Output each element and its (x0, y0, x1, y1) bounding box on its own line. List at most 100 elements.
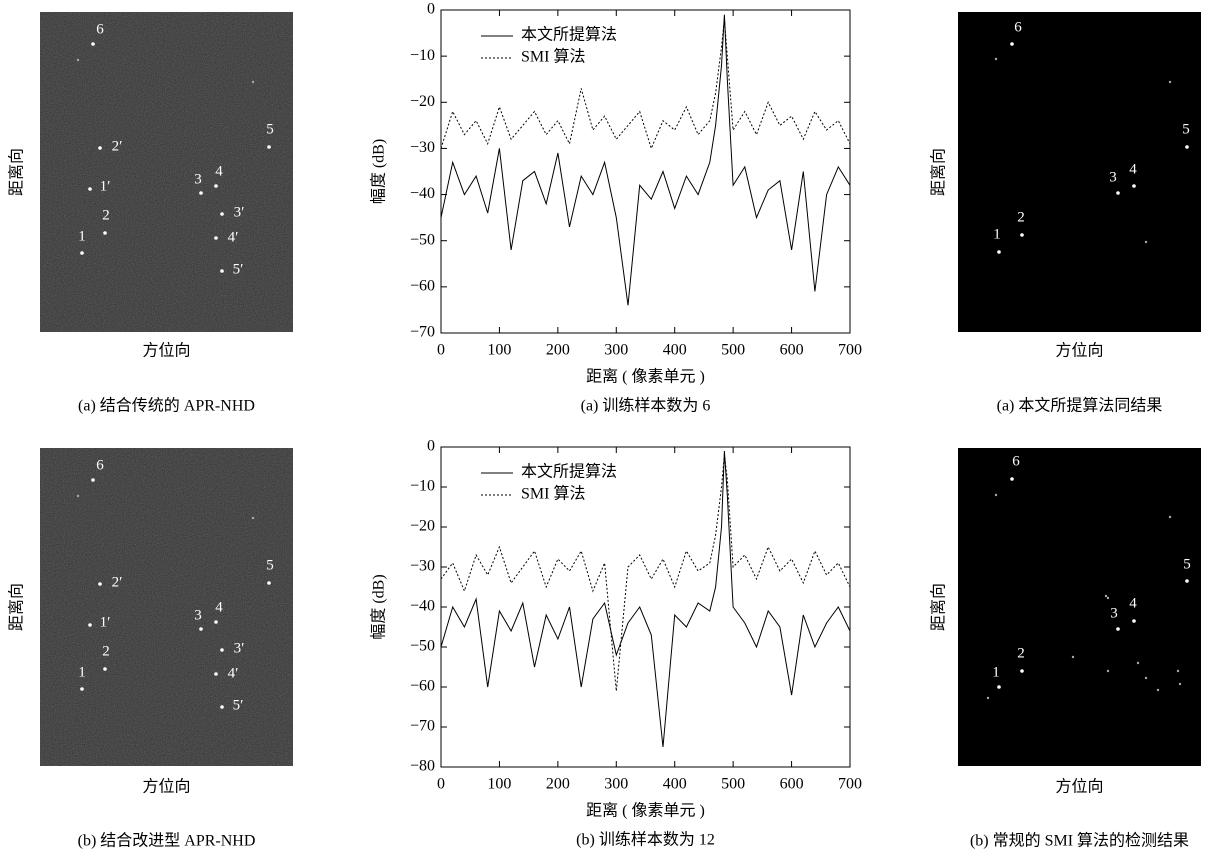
target-point (214, 184, 218, 188)
target-point (80, 687, 84, 691)
target-point (1020, 669, 1024, 673)
target-point (994, 493, 998, 497)
plot-frame (440, 9, 851, 334)
target-label: 2′ (112, 574, 123, 590)
target-point (76, 58, 80, 62)
target-label: 5 (266, 557, 274, 573)
x-axis-label: 距离 ( 像素单元 ) (586, 368, 705, 386)
x-tick-label: 600 (780, 776, 804, 793)
target-point (1136, 661, 1140, 665)
target-label: 2 (102, 643, 110, 659)
y-tick-label: −70 (410, 324, 435, 341)
target-point (1010, 477, 1014, 481)
target-label: 3′ (234, 640, 245, 656)
target-point (91, 478, 95, 482)
target-point (199, 191, 203, 195)
target-point (997, 685, 1001, 689)
y-tick-label: 0 (427, 1, 435, 18)
target-point (88, 623, 92, 627)
target-point (1168, 515, 1172, 519)
target-label: 4 (1129, 595, 1137, 611)
x-tick-label: 500 (721, 776, 745, 793)
target-label: 4 (215, 163, 223, 179)
y-tick-label: −40 (410, 598, 435, 615)
target-point (1185, 579, 1189, 583)
target-label: 2 (1017, 209, 1025, 225)
target-label: 5 (1183, 556, 1191, 572)
target-point (220, 648, 224, 652)
caption: (a) 训练样本数为 6 (581, 397, 711, 415)
target-point (80, 251, 84, 255)
target-point (1116, 191, 1120, 195)
target-label: 5′ (233, 697, 244, 713)
data-line (440, 454, 851, 692)
target-label: 6 (96, 21, 104, 37)
target-label: 1′ (100, 178, 111, 194)
caption: (b) 结合改进型 APR-NHD (78, 832, 256, 850)
target-point (1104, 594, 1108, 598)
x-tick-label: 500 (721, 342, 745, 359)
target-point (986, 696, 990, 700)
target-label: 4 (215, 599, 223, 615)
x-axis-label: 方位向 (142, 778, 190, 796)
x-tick-label: 0 (437, 342, 445, 359)
target-label: 5′ (233, 261, 244, 277)
x-tick-label: 200 (546, 776, 570, 793)
target-point (1156, 688, 1160, 692)
target-label: 1′ (100, 614, 111, 630)
target-point (220, 705, 224, 709)
target-label: 5 (266, 121, 274, 137)
x-tick-label: 700 (838, 776, 862, 793)
y-axis-label: 距离向 (8, 148, 26, 196)
legend-label: SMI 算法 (521, 47, 585, 66)
target-point (251, 80, 255, 84)
y-axis-label: 幅度 (dB) (370, 139, 388, 204)
target-point (1185, 145, 1189, 149)
target-label: 1 (992, 664, 1000, 680)
target-label: 6 (96, 457, 104, 473)
x-tick-label: 100 (487, 776, 511, 793)
y-tick-label: −20 (410, 518, 435, 535)
legend-label: 本文所提算法 (521, 25, 617, 44)
x-tick-label: 400 (663, 342, 687, 359)
target-point (1178, 682, 1182, 686)
target-label: 2′ (112, 138, 123, 154)
target-label: 4′ (228, 665, 239, 681)
caption: (a) 本文所提算法同结果 (997, 396, 1163, 415)
target-point (1020, 233, 1024, 237)
target-label: 3 (1109, 169, 1117, 185)
image (958, 12, 1201, 332)
x-tick-label: 300 (604, 342, 628, 359)
target-label: 1 (78, 664, 86, 680)
caption: (b) 常规的 SMI 算法的检测结果 (970, 831, 1189, 850)
y-axis-label: 距离向 (930, 148, 948, 196)
x-tick-label: 200 (546, 342, 570, 359)
image-noise (40, 448, 293, 766)
caption: (b) 训练样本数为 12 (576, 831, 715, 849)
target-label: 1 (993, 226, 1001, 242)
caption: (a) 结合传统的 APR-NHD (78, 397, 255, 415)
target-point (98, 582, 102, 586)
x-tick-label: 600 (780, 342, 804, 359)
y-tick-label: −20 (410, 93, 435, 110)
data-line (440, 19, 851, 150)
target-point (199, 627, 203, 631)
target-label: 2 (102, 207, 110, 223)
target-point (1010, 42, 1014, 46)
target-label: 6 (1012, 453, 1020, 469)
target-point (1144, 676, 1148, 680)
target-point (1071, 655, 1075, 659)
target-label: 1 (78, 228, 86, 244)
y-tick-label: −30 (410, 558, 435, 575)
legend-label: SMI 算法 (521, 484, 585, 503)
target-point (103, 231, 107, 235)
plot-frame (440, 446, 851, 768)
target-label: 4′ (228, 229, 239, 245)
y-axis-label: 距离向 (8, 583, 26, 631)
x-axis-label: 方位向 (1055, 342, 1103, 360)
y-tick-label: 0 (427, 438, 435, 455)
y-tick-label: −60 (410, 278, 435, 295)
y-tick-label: −10 (410, 478, 435, 495)
